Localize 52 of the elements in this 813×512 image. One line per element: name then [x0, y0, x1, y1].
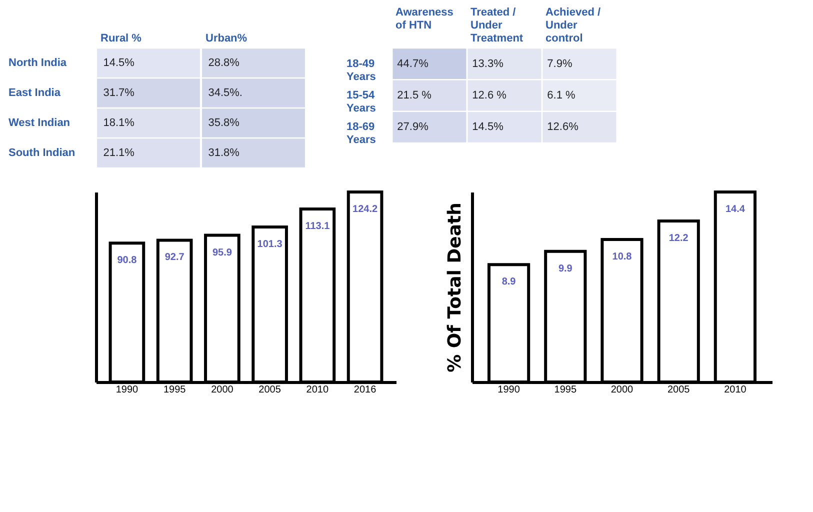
x-tick-label: 1995: [163, 384, 186, 396]
y-tick-label: 18-49 Years: [346, 58, 376, 83]
x-tick-label: 1995: [554, 384, 577, 396]
data-label: 10.8: [612, 252, 632, 262]
y-tick-label: East India: [8, 87, 62, 99]
data-label: 95.9: [212, 247, 232, 258]
data-label: 35.8%: [208, 117, 240, 129]
data-label: 14.5%: [103, 57, 135, 69]
data-label: 13.3%: [472, 58, 504, 70]
x-tick-label: Rural %: [100, 32, 142, 44]
data-label: 92.7: [164, 252, 185, 264]
y-tick-label: 18-69 Years: [346, 121, 376, 146]
x-tick-label: 2005: [667, 384, 690, 396]
data-label: 8.9: [502, 276, 516, 288]
data-label: 31.8%: [208, 147, 240, 159]
x-tick-label: 2010: [306, 384, 329, 396]
data-label: 12.6%: [547, 121, 579, 134]
x-tick-label: 2005: [258, 384, 282, 396]
data-label: 28.8%: [208, 57, 240, 69]
data-label: 14.4: [725, 204, 746, 215]
x-tick-label: Awareness of HTN: [396, 6, 454, 32]
y-tick-label: South Indian: [8, 147, 76, 159]
x-tick-label: 2000: [610, 384, 634, 396]
data-label: 12.2: [668, 233, 689, 244]
data-label: 44.7%: [397, 58, 429, 70]
data-label: 34.5%.: [208, 87, 242, 99]
data-label: 27.9%: [397, 121, 429, 134]
data-label: 101.3: [257, 239, 283, 250]
data-label: 124.2: [352, 204, 378, 215]
x-tick-label: 2010: [724, 384, 747, 396]
y-tick-label: North India: [8, 57, 68, 69]
y-tick-label: West Indian: [8, 117, 70, 129]
data-label: 90.8: [117, 255, 138, 266]
x-tick-label: Achieved / Under control: [546, 6, 601, 44]
x-tick-label: 2016: [354, 384, 377, 396]
x-tick-label: Treated / Under Treatment: [470, 6, 524, 44]
x-tick-label: 1990: [498, 384, 520, 396]
data-label: 14.5%: [472, 121, 504, 134]
data-label: 21.5 %: [397, 90, 432, 102]
data-label: 31.7%: [103, 87, 135, 99]
data-label: 12.6 %: [472, 90, 507, 102]
x-tick-label: 2000: [211, 384, 234, 396]
data-label: 7.9%: [547, 58, 572, 70]
x-tick-label: 1990: [116, 384, 139, 396]
y-tick-label: 15-54 Years: [346, 90, 376, 114]
x-tick-label: Urban%: [206, 32, 248, 44]
data-label: 113.1: [305, 220, 330, 232]
data-label: 18.1%: [103, 117, 135, 129]
y-axis-title: % Of Total Death: [444, 202, 466, 372]
data-label: 6.1 %: [547, 90, 576, 102]
data-label: 9.9: [558, 263, 573, 274]
data-label: 21.1%: [103, 147, 135, 159]
